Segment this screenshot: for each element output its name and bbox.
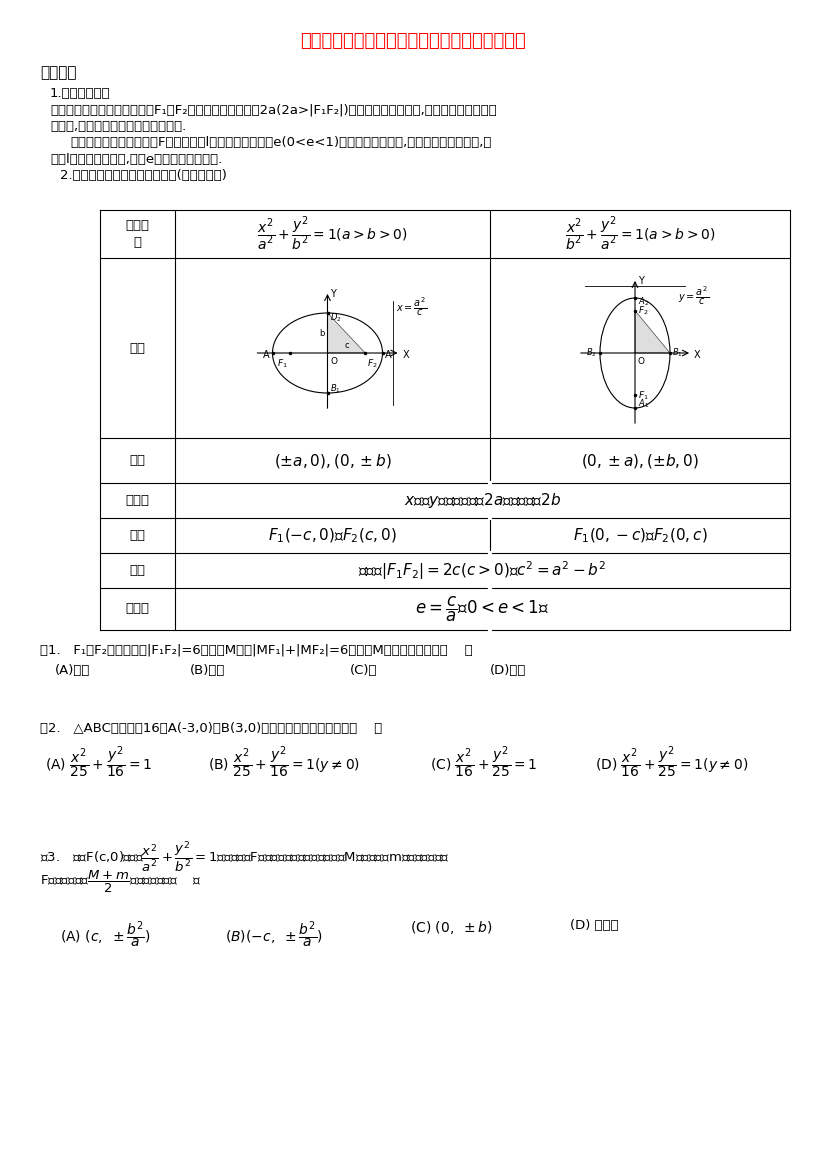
Text: Y: Y — [330, 289, 336, 299]
Text: (A)椭圆: (A)椭圆 — [55, 664, 90, 677]
Text: (C) $(0,\ \pm b)$: (C) $(0,\ \pm b)$ — [410, 919, 493, 936]
Text: $(\pm a,0),(0,\pm b)$: $(\pm a,0),(0,\pm b)$ — [273, 451, 392, 470]
Text: $F_1$: $F_1$ — [277, 357, 287, 369]
Text: $x$轴，$y$轴，长轴长为$2a$，短轴长为$2b$: $x$轴，$y$轴，长轴长为$2a$，短轴长为$2b$ — [404, 491, 561, 510]
Text: $A_1$: $A_1$ — [638, 397, 649, 410]
Polygon shape — [635, 311, 670, 353]
Text: 例1.   F₁、F₂是定点，且|F₁F₂|=6，动点M满足|MF₁|+|MF₂|=6，那么M点的轨迹方程是（    ）: 例1. F₁、F₂是定点，且|F₁F₂|=6，动点M满足|MF₁|+|MF₂|=… — [40, 644, 472, 657]
Text: X: X — [694, 350, 700, 360]
Text: $A_2$: $A_2$ — [638, 296, 649, 309]
Text: $\dfrac{x^2}{a^2}+\dfrac{y^2}{b^2}=1(a>b>0)$: $\dfrac{x^2}{a^2}+\dfrac{y^2}{b^2}=1(a>b… — [257, 215, 408, 254]
Text: Y: Y — [638, 276, 644, 286]
Text: X: X — [402, 350, 409, 360]
Text: A: A — [263, 350, 269, 360]
Polygon shape — [327, 313, 365, 353]
Text: $F_2$: $F_2$ — [638, 304, 648, 317]
Text: 高中数学选修圆锥曲线基本知识点与典型题举例: 高中数学选修圆锥曲线基本知识点与典型题举例 — [300, 32, 526, 50]
Text: 第二定义：平面内到定点F与到定直线l的距离之比是常数e(0<e<1)的点的轨迹是椭圆,定点叫做椭圆的焦点,定: 第二定义：平面内到定点F与到定直线l的距离之比是常数e(0<e<1)的点的轨迹是… — [70, 136, 491, 148]
Text: 2.椭圆的标准方程及其几何性质(如下表所示): 2.椭圆的标准方程及其几何性质(如下表所示) — [60, 170, 227, 182]
Text: 焦距: 焦距 — [130, 563, 145, 577]
Text: $F_1$: $F_1$ — [638, 389, 648, 402]
Text: $(0,\pm a),(\pm b,0)$: $(0,\pm a),(\pm b,0)$ — [582, 451, 699, 470]
Text: 对称轴: 对称轴 — [126, 494, 150, 507]
Text: F点的距离等于$\dfrac{M+m}{2}$的点的坐标是（    ）: F点的距离等于$\dfrac{M+m}{2}$的点的坐标是（ ） — [40, 869, 202, 895]
Text: (D)线段: (D)线段 — [490, 664, 526, 677]
Text: (D) 不存在: (D) 不存在 — [570, 919, 619, 932]
Text: $B_2$: $B_2$ — [586, 347, 597, 359]
Text: (A) $(c,\ \pm\dfrac{b^2}{a})$: (A) $(c,\ \pm\dfrac{b^2}{a})$ — [60, 919, 151, 950]
Text: 离心率: 离心率 — [126, 602, 150, 616]
Text: $B_1$: $B_1$ — [672, 347, 683, 359]
Text: 例3.   假设F(c,0)是椭圆$\dfrac{x^2}{a^2}+\dfrac{y^2}{b^2}=1$的右焦点，F与椭圆上点的距离的最大值为M，最小值为m: 例3. 假设F(c,0)是椭圆$\dfrac{x^2}{a^2}+\dfrac{… — [40, 839, 449, 874]
Text: $y=\dfrac{a^2}{c}$: $y=\dfrac{a^2}{c}$ — [678, 284, 709, 306]
Text: (D) $\dfrac{x^2}{16}+\dfrac{y^2}{25}=1(y\neq 0)$: (D) $\dfrac{x^2}{16}+\dfrac{y^2}{25}=1(y… — [595, 743, 748, 780]
Text: $F_1(0,-c)$、$F_2(0,c)$: $F_1(0,-c)$、$F_2(0,c)$ — [572, 526, 707, 545]
Text: $B_1$: $B_1$ — [330, 382, 341, 395]
Text: $x=\dfrac{a^2}{c}$: $x=\dfrac{a^2}{c}$ — [396, 295, 426, 318]
Text: $F_1(-c,0)$、$F_2(c,0)$: $F_1(-c,0)$、$F_2(c,0)$ — [268, 526, 396, 545]
Text: 一、椭圆: 一、椭圆 — [40, 65, 77, 79]
Text: 例2.   △ABC的周长是16，A(-3,0)，B(3,0)，那么动点的轨迹方程是（    ）: 例2. △ABC的周长是16，A(-3,0)，B(3,0)，那么动点的轨迹方程是… — [40, 722, 382, 735]
Text: 焦距为$|F_1F_2|=2c(c>0)$，$c^2=a^2-b^2$: 焦距为$|F_1F_2|=2c(c>0)$，$c^2=a^2-b^2$ — [358, 559, 606, 582]
Text: 标准方
程: 标准方 程 — [126, 219, 150, 249]
Text: b: b — [319, 328, 325, 338]
Text: (B) $\dfrac{x^2}{25}+\dfrac{y^2}{16}=1(y\neq 0)$: (B) $\dfrac{x^2}{25}+\dfrac{y^2}{16}=1(y… — [208, 743, 360, 780]
Text: (C)圆: (C)圆 — [350, 664, 377, 677]
Text: $(B)(-c,\ \pm\dfrac{b^2}{a})$: $(B)(-c,\ \pm\dfrac{b^2}{a})$ — [225, 919, 323, 950]
Text: 的焦点,两焦点的距离叫做椭圆的焦距.: 的焦点,两焦点的距离叫做椭圆的焦距. — [50, 120, 186, 133]
Text: $e=\dfrac{c}{a}$（$0<e<1$）: $e=\dfrac{c}{a}$（$0<e<1$） — [415, 594, 549, 623]
Text: $D_2$: $D_2$ — [330, 311, 342, 324]
Text: 1.椭圆的定义：: 1.椭圆的定义： — [50, 87, 111, 101]
Text: c: c — [344, 341, 349, 350]
Text: O: O — [638, 357, 645, 366]
Text: O: O — [330, 357, 338, 366]
Text: 图形: 图形 — [130, 341, 145, 354]
Text: A: A — [384, 350, 392, 360]
Text: 第一定义：平面内到两个定点F₁、F₂的距离之和等于定值2a(2a>|F₁F₂|)的点的轨迹叫做椭圆,这两个定点叫做椭圆: 第一定义：平面内到两个定点F₁、F₂的距离之和等于定值2a(2a>|F₁F₂|)… — [50, 103, 496, 116]
Text: (A) $\dfrac{x^2}{25}+\dfrac{y^2}{16}=1$: (A) $\dfrac{x^2}{25}+\dfrac{y^2}{16}=1$ — [45, 743, 152, 780]
Text: 直线l叫做椭圆的准线,常数e叫做椭圆的离心率.: 直线l叫做椭圆的准线,常数e叫做椭圆的离心率. — [50, 153, 222, 166]
Text: (B)直线: (B)直线 — [190, 664, 225, 677]
Text: $\dfrac{x^2}{b^2}+\dfrac{y^2}{a^2}=1(a>b>0)$: $\dfrac{x^2}{b^2}+\dfrac{y^2}{a^2}=1(a>b… — [565, 215, 715, 254]
Text: $F_2$: $F_2$ — [368, 357, 377, 369]
Text: 顶点: 顶点 — [130, 454, 145, 466]
Text: 焦点: 焦点 — [130, 530, 145, 542]
Text: (C) $\dfrac{x^2}{16}+\dfrac{y^2}{25}=1$: (C) $\dfrac{x^2}{16}+\dfrac{y^2}{25}=1$ — [430, 743, 538, 780]
